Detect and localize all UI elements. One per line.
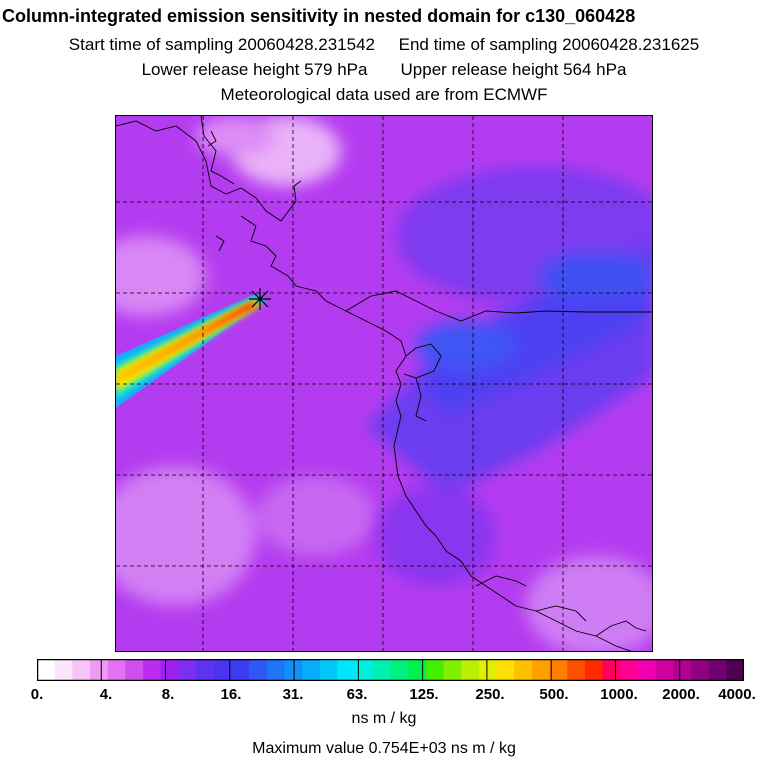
colorbar-units: ns m / kg [351,710,417,727]
colorbar-swatch [726,659,745,681]
colorbar-swatch [549,659,568,681]
map-title: Column-integrated emission sensitivity i… [2,6,636,26]
colorbar-swatch [337,659,356,681]
colorbar-swatch [673,659,692,681]
colorbar-tick: 16. [220,686,242,703]
coastlines [116,116,652,651]
colorbar-swatches [36,658,745,682]
colorbar-swatch [602,659,621,681]
colorbar-swatch [584,659,604,681]
met-data-label: Meteorological data used are from ECMWF [220,85,548,104]
colorbar-swatch [372,659,391,681]
upper-release-label: Upper release height 564 hPa [400,60,627,79]
colorbar-swatch [567,659,586,681]
colorbar-tick: 2000. [662,686,700,703]
colorbar-swatch [655,659,674,681]
colorbar-swatch [690,659,710,681]
colorbar-tick: 1000. [600,686,638,703]
colorbar-swatch [708,659,727,681]
colorbar-swatch [408,659,427,681]
colorbar-tick: 4. [99,686,113,703]
sampling-times: Start time of sampling 20060428.231542 E… [0,35,768,55]
lower-release-label: Lower release height 579 hPa [141,60,368,79]
colorbar-tick: 0. [30,686,44,703]
colorbar-tick: 4000. [718,686,756,703]
start-time-label: Start time of sampling 20060428.231542 [68,35,376,54]
colorbar-swatch [496,659,515,681]
colorbar-swatch [143,659,162,681]
colorbar-swatch [196,659,215,681]
colorbar-swatch [514,659,533,681]
colorbar-swatch [461,659,480,681]
colorbar-swatch [355,659,374,681]
colorbar-tick: 63. [346,686,368,703]
colorbar-tick: 31. [282,686,304,703]
colorbar-swatch [72,659,91,681]
maximum-value: Maximum value 0.754E+03 ns m / kg [252,740,516,757]
colorbar-swatch [319,659,338,681]
low-sensitivity-areas [116,116,652,651]
colorbar-swatch [125,659,144,681]
colorbar-swatch [54,659,73,681]
colorbar-tick: 250. [475,686,505,703]
emission-plume [116,294,266,408]
colorbar-swatch [266,659,285,681]
colorbar-swatch [302,659,321,681]
colorbar-swatch [90,659,109,681]
colorbar-swatch [425,659,445,681]
colorbar-tick: 125. [409,686,439,703]
colorbar-swatch [620,659,639,681]
colorbar-swatch [637,659,657,681]
map-canvas [116,116,652,651]
colorbar-swatch [531,659,551,681]
colorbar-swatch [107,659,126,681]
colorbar-swatch [390,659,409,681]
colorbar-swatch [231,659,250,681]
colorbar-tick: 500. [539,686,569,703]
colorbar-swatch [284,659,303,681]
colorbar-tick: 8. [161,686,175,703]
colorbar-swatch [178,659,197,681]
colorbar-swatch [478,659,498,681]
colorbar-border [36,658,745,682]
colorbar-swatch [37,659,56,681]
release-point-marker [249,288,271,310]
sensitivity-map [115,115,653,652]
colorbar-swatch [160,659,179,681]
colorbar [36,658,745,682]
colorbar-swatch [249,659,268,681]
end-time-label: End time of sampling 20060428.231625 [398,35,700,54]
colorbar-swatch [443,659,462,681]
release-heights: Lower release height 579 hPa Upper relea… [0,60,768,80]
colorbar-swatch [213,659,232,681]
